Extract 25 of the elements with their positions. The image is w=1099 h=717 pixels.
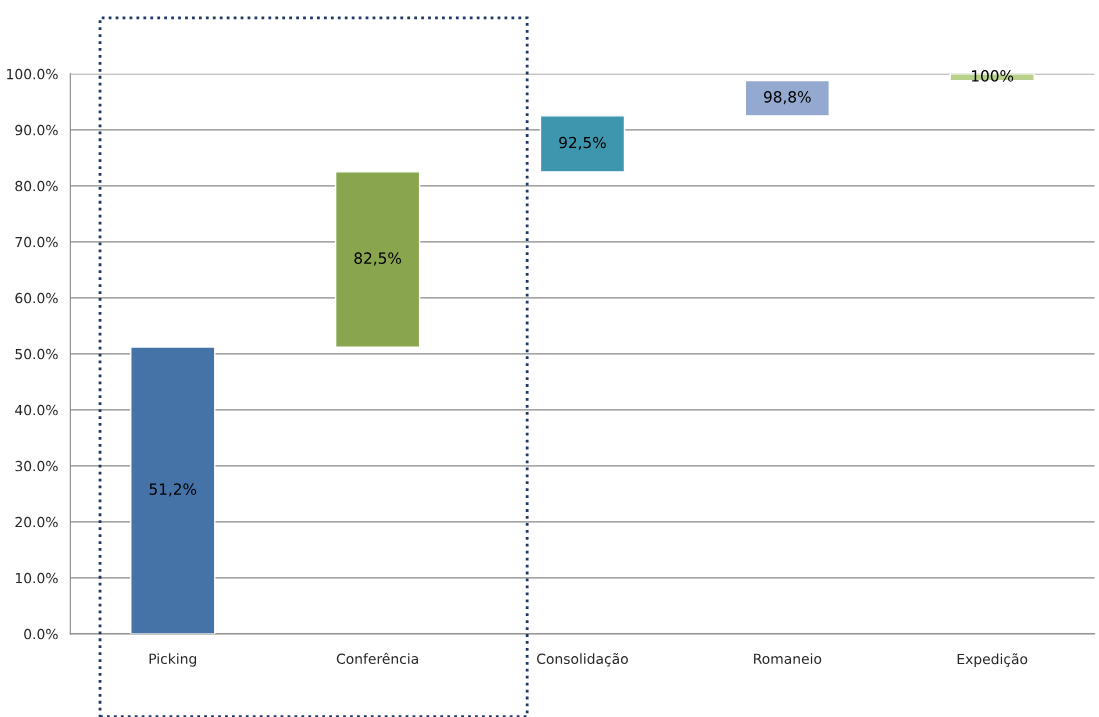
- y-tick-label: 40.0%: [15, 404, 58, 416]
- y-tick-label: 20.0%: [15, 516, 58, 528]
- y-tick-label: 100.0%: [7, 68, 58, 80]
- y-tick-label: 10.0%: [15, 572, 58, 584]
- data-label: 51,2%: [149, 483, 197, 497]
- bar: [539, 115, 626, 173]
- y-tick-label: 90.0%: [15, 124, 58, 136]
- data-label: 100%: [972, 70, 1014, 82]
- y-tick-label: 50.0%: [15, 348, 58, 360]
- bar: [744, 79, 831, 117]
- x-tick-label: Consolidação: [537, 653, 628, 667]
- bar: [130, 346, 216, 634]
- data-label: 98,8%: [764, 91, 811, 105]
- y-tick-label: 60.0%: [15, 292, 58, 304]
- y-tick-label: 30.0%: [15, 460, 58, 472]
- data-label: 92,5%: [559, 136, 606, 150]
- x-tick-label: Expedição: [957, 653, 1028, 667]
- x-tick-label: Conferência: [336, 652, 418, 665]
- y-tick-label: 0.0%: [24, 628, 58, 640]
- y-tick-label: 70.0%: [15, 236, 58, 248]
- x-tick-label: Picking: [149, 653, 197, 667]
- data-label: 82,5%: [354, 252, 402, 266]
- y-tick-label: 80.0%: [15, 180, 58, 192]
- x-tick-label: Romaneio: [754, 653, 822, 665]
- bar: [334, 171, 421, 348]
